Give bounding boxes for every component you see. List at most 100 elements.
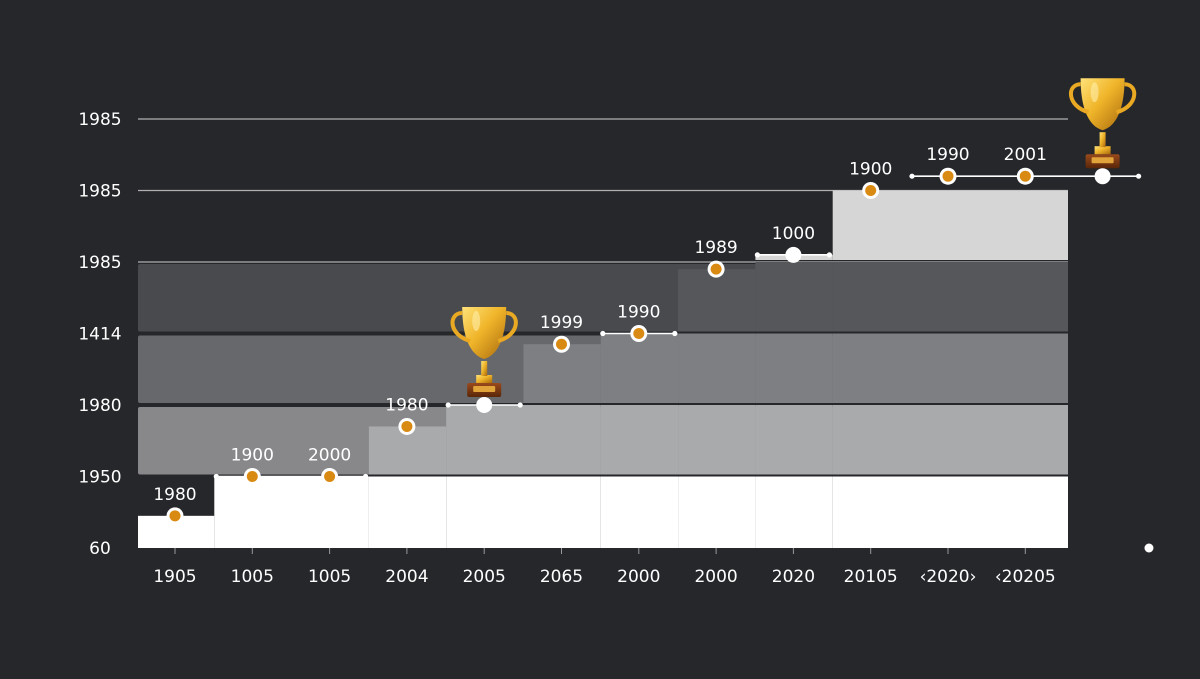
step-5-band-1 bbox=[600, 405, 679, 475]
point-12 bbox=[1094, 168, 1111, 185]
connector-2-start-dot bbox=[600, 330, 606, 337]
step-7-band-0 bbox=[755, 476, 833, 548]
step-8-band-2 bbox=[832, 333, 910, 403]
trophy-foot bbox=[476, 375, 493, 383]
x-tick-label-2: 1005 bbox=[308, 567, 351, 587]
x-tick-label-7: 2000 bbox=[694, 567, 737, 587]
trophy-plaque bbox=[473, 386, 496, 392]
step-4-band-1 bbox=[523, 405, 601, 475]
points-layer bbox=[166, 167, 1111, 525]
point-0 bbox=[169, 510, 181, 522]
step-9-band-0 bbox=[910, 476, 1068, 548]
connector-0-end-dot bbox=[363, 473, 369, 480]
y-tick-label-5: 1985 bbox=[78, 182, 121, 202]
step-6-band-3 bbox=[678, 269, 756, 332]
trophy-stem bbox=[1099, 132, 1106, 148]
step-8-band-0 bbox=[832, 476, 910, 548]
trophy-icon-0 bbox=[450, 307, 518, 397]
step-8-band-3 bbox=[832, 262, 910, 332]
point-label-11: 2001 bbox=[1004, 145, 1047, 165]
point-3 bbox=[401, 420, 413, 432]
axes-layer: 60 1950 1980 1414 1985 1985 1985 1905 1005 1005 20… bbox=[78, 110, 1154, 587]
trophy-foot bbox=[1094, 146, 1111, 155]
x-tick-label-4: 2005 bbox=[463, 567, 506, 587]
step-8-band-1 bbox=[832, 405, 910, 475]
trophy-left-handle bbox=[1069, 82, 1090, 115]
step-9-band-4 bbox=[910, 190, 1068, 260]
x-tick-label-0: 1905 bbox=[153, 567, 196, 587]
point-8 bbox=[785, 246, 802, 263]
x-tick-label-8: 2020 bbox=[772, 567, 815, 587]
point-7 bbox=[710, 263, 722, 275]
step-6-band-1 bbox=[678, 405, 756, 475]
trophy-right-handle bbox=[1115, 82, 1137, 115]
trophies-layer bbox=[450, 78, 1137, 397]
trophy-plaque bbox=[1091, 157, 1114, 164]
trophy-icon-1 bbox=[1069, 78, 1137, 169]
point-2 bbox=[324, 471, 336, 482]
step-9-band-2 bbox=[910, 333, 1068, 403]
step-4-band-2 bbox=[523, 344, 601, 403]
point-label-3: 1980 bbox=[385, 395, 428, 415]
point-label-10: 1990 bbox=[926, 145, 969, 165]
x-tick-label-1: 1005 bbox=[231, 567, 274, 587]
point-label-2: 2000 bbox=[308, 446, 351, 466]
step-1-band-0 bbox=[214, 476, 369, 548]
step-7-band-2 bbox=[755, 333, 833, 403]
step-4-band-0 bbox=[523, 476, 601, 548]
step-2-band-0 bbox=[368, 476, 447, 548]
point-6 bbox=[633, 328, 645, 339]
point-1 bbox=[246, 471, 258, 482]
connector-3-start-dot bbox=[754, 252, 761, 258]
trophy-cup bbox=[1080, 78, 1125, 131]
connector-3-end-dot bbox=[826, 252, 833, 258]
point-label-5: 1999 bbox=[540, 313, 583, 333]
steps-layer bbox=[138, 190, 1068, 548]
x-tick-label-5: 2065 bbox=[540, 567, 583, 587]
y-tick-label-6: 1985 bbox=[78, 110, 121, 130]
trophy-stem bbox=[481, 361, 488, 376]
point-5 bbox=[556, 338, 567, 350]
step-6-band-0 bbox=[678, 476, 756, 548]
connector-2-end-dot bbox=[672, 330, 678, 337]
point-11 bbox=[1019, 170, 1031, 182]
step-5-band-0 bbox=[600, 476, 679, 548]
point-label-6: 1990 bbox=[617, 303, 660, 323]
point-10 bbox=[942, 170, 954, 182]
point-label-1: 1900 bbox=[231, 446, 274, 466]
x-tick-label-9: 20105 bbox=[844, 567, 898, 587]
connector-4-start-dot bbox=[909, 173, 915, 179]
connector-1-start-dot bbox=[445, 402, 451, 408]
labels-layer: 1980 1900 2000 1980 1999 1990 1989 1000 1900 1990… bbox=[153, 145, 1047, 505]
connector-0-start-dot bbox=[213, 473, 219, 480]
x-tick-label-10: ‹2020› bbox=[920, 567, 977, 587]
connector-1-end-dot bbox=[517, 402, 523, 408]
y-tick-label-3: 1414 bbox=[78, 325, 121, 345]
point-label-0: 1980 bbox=[153, 485, 196, 505]
point-4 bbox=[476, 397, 493, 413]
y-tick-label-0: 60 bbox=[89, 539, 111, 559]
point-9 bbox=[865, 185, 877, 196]
x-tick-label-3: 2004 bbox=[385, 567, 428, 587]
step-3-band-0 bbox=[446, 476, 524, 548]
step-6-band-2 bbox=[678, 333, 756, 403]
trophy-right-handle bbox=[497, 311, 518, 343]
point-label-7: 1989 bbox=[694, 238, 737, 258]
point-label-8: 1000 bbox=[772, 224, 815, 244]
y-tick-label-1: 1950 bbox=[78, 468, 121, 488]
step-7-band-3 bbox=[755, 262, 833, 332]
step-3-band-1 bbox=[446, 405, 524, 475]
point-label-9: 1900 bbox=[849, 160, 892, 180]
trophy-shine bbox=[472, 311, 481, 331]
x-tick-label-11: ‹20205 bbox=[995, 567, 1056, 587]
step-5-band-2 bbox=[600, 333, 679, 403]
y-tick-label-2: 1980 bbox=[78, 396, 121, 416]
step-7-band-1 bbox=[755, 405, 833, 475]
step-8-band-4 bbox=[832, 190, 910, 260]
step-9-band-3 bbox=[910, 262, 1068, 332]
connector-4-end-dot bbox=[1136, 173, 1142, 179]
step-9-band-1 bbox=[910, 405, 1068, 475]
axis-end-dot bbox=[1144, 543, 1154, 553]
